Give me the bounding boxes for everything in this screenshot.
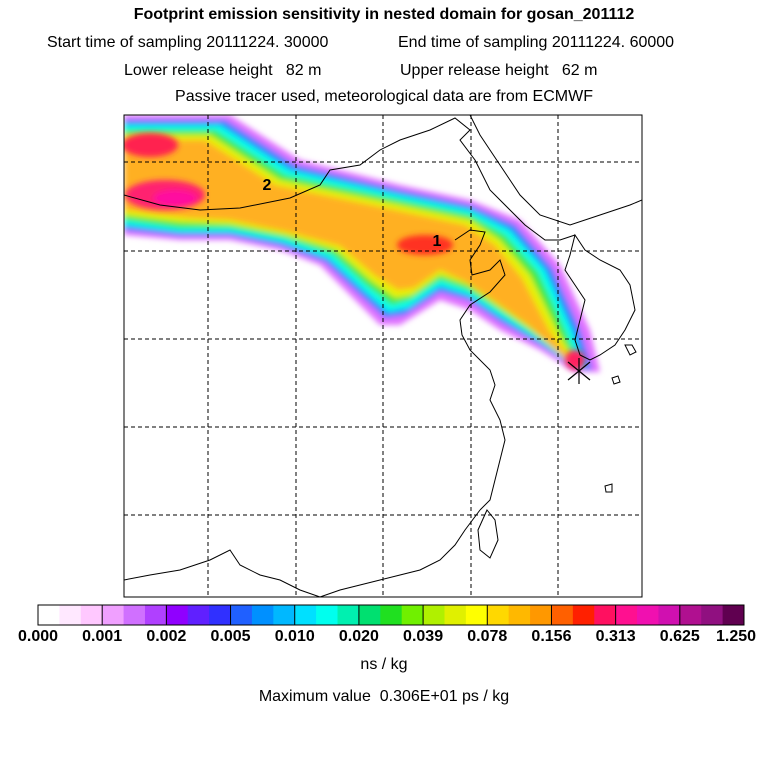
colorbar-cell bbox=[38, 605, 60, 625]
colorbar-tick-label: 0.001 bbox=[82, 628, 123, 645]
colorbar-cell bbox=[637, 605, 659, 625]
lower-release-height: Lower release height 82 m bbox=[124, 62, 322, 79]
colorbar-units: ns / kg bbox=[360, 656, 408, 673]
colorbar-cell bbox=[59, 605, 82, 625]
colorbar-cell bbox=[166, 605, 189, 625]
colorbar-tick-label: 1.250 bbox=[715, 628, 757, 645]
colorbar-tick-label: 0.078 bbox=[467, 628, 508, 645]
colorbar-tick-label: 0.039 bbox=[403, 628, 444, 645]
colorbar-cell bbox=[679, 605, 702, 625]
colorbar-tick-label: 0.156 bbox=[531, 628, 572, 645]
end-time-value: 20111224. 60000 bbox=[551, 34, 675, 51]
colorbar-cell bbox=[508, 605, 531, 625]
colorbar-frame bbox=[37, 604, 745, 626]
taiwan bbox=[477, 509, 499, 559]
colorbar-cell bbox=[594, 605, 617, 625]
colorbar-cell bbox=[551, 605, 574, 625]
start-time-value: 20111224. 30000 bbox=[206, 34, 329, 51]
end-time-label: End time of sampling 20111224. 60000 bbox=[398, 34, 675, 51]
colorbar-cell bbox=[572, 605, 595, 625]
colorbar-cell bbox=[123, 605, 146, 625]
coast-japan bbox=[604, 344, 637, 493]
colorbar-tick-label: 0.313 bbox=[595, 628, 636, 645]
upper-release-height: Upper release height 62 m bbox=[400, 62, 598, 79]
border-north-east bbox=[469, 115, 642, 226]
colorbar-cell bbox=[465, 605, 488, 625]
colorbar-tick-label: 0.020 bbox=[338, 628, 379, 645]
coast-bohai bbox=[454, 229, 506, 511]
hotspot-west-upper bbox=[124, 133, 178, 157]
colorbar-cell bbox=[209, 605, 232, 625]
colorbar-cell bbox=[337, 605, 360, 625]
colorbar-cell bbox=[701, 605, 724, 625]
colorbar-cell bbox=[444, 605, 467, 625]
map-marker-label: 1 bbox=[433, 233, 442, 250]
border-north bbox=[124, 117, 576, 241]
colorbar-cell bbox=[102, 605, 125, 625]
plume-band-orange bbox=[124, 140, 574, 364]
colorbar-cell bbox=[316, 605, 339, 625]
colorbar-cell bbox=[144, 605, 167, 625]
colorbar-cell bbox=[487, 605, 510, 625]
hotspot-west-core bbox=[153, 190, 197, 206]
tracer-note: Passive tracer used, meteorological data… bbox=[175, 88, 593, 105]
colorbar-cell bbox=[230, 605, 253, 625]
colorbar-tick-label: 0.005 bbox=[210, 628, 251, 645]
colorbar-cell bbox=[615, 605, 638, 625]
colorbar-cell bbox=[401, 605, 424, 625]
coast-korea bbox=[564, 233, 636, 361]
colorbar-cell bbox=[187, 605, 210, 625]
hotspot-center bbox=[397, 235, 453, 255]
border-southwest bbox=[124, 549, 321, 597]
map-frame bbox=[123, 114, 643, 598]
plot-title: Footprint emission sensitivity in nested… bbox=[133, 6, 635, 23]
colorbar-cell bbox=[380, 605, 403, 625]
maximum-value: Maximum value 0.306E+01 ps / kg bbox=[258, 688, 510, 705]
start-time-label: Start time of sampling 20111224. 30000 bbox=[47, 34, 329, 51]
graticule bbox=[124, 115, 642, 597]
colorbar-cell bbox=[251, 605, 274, 625]
colorbar-tick-label: 0.002 bbox=[146, 628, 187, 645]
colorbar-tick-label: 0.000 bbox=[17, 628, 59, 645]
colorbar-tick-label: 0.625 bbox=[659, 628, 700, 645]
colorbar-cell bbox=[273, 605, 296, 625]
colorbar-cell bbox=[530, 605, 552, 625]
coast-south-china bbox=[319, 509, 481, 597]
colorbar-tick-label: 0.010 bbox=[274, 628, 315, 645]
colorbar-cell bbox=[80, 605, 103, 625]
colorbar-cell bbox=[423, 605, 445, 625]
colorbar-cell bbox=[358, 605, 381, 625]
map-marker-label: 2 bbox=[263, 177, 272, 194]
colorbar-cell bbox=[722, 605, 745, 625]
release-site-marker bbox=[567, 358, 591, 384]
colorbar-cell bbox=[658, 605, 681, 625]
colorbar-cell bbox=[294, 605, 317, 625]
